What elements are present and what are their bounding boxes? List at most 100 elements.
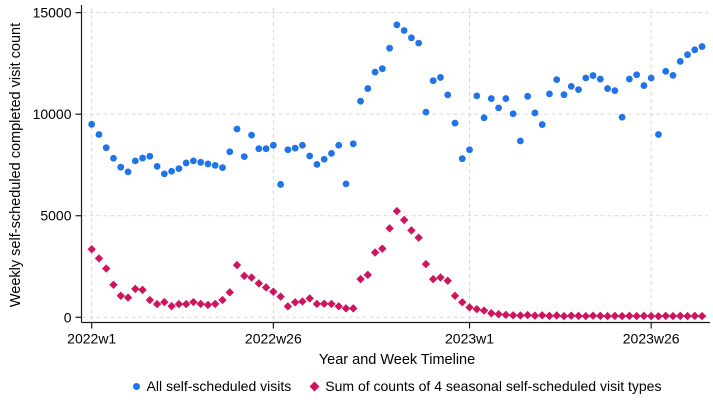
data-point <box>581 311 590 321</box>
data-point <box>269 141 277 149</box>
data-point <box>248 131 255 139</box>
data-point <box>654 312 663 321</box>
data-point <box>378 65 386 73</box>
data-point <box>139 154 146 162</box>
series-seasonal <box>87 206 707 321</box>
data-point <box>87 245 96 254</box>
data-point <box>567 82 575 90</box>
data-point <box>523 310 532 320</box>
data-point <box>306 152 314 160</box>
data-point <box>385 224 394 233</box>
y-tick-label: 15000 <box>33 5 72 21</box>
data-point <box>588 311 598 320</box>
data-point <box>313 160 321 168</box>
data-point <box>88 120 96 128</box>
data-point <box>450 291 460 300</box>
data-point <box>204 160 212 168</box>
data-point <box>617 311 627 321</box>
data-point <box>283 302 293 311</box>
data-point <box>472 304 481 314</box>
data-point <box>262 145 270 153</box>
x-tick-label: 2022w1 <box>67 331 116 347</box>
data-point <box>444 91 452 99</box>
data-point <box>603 311 612 321</box>
data-point <box>494 310 503 319</box>
data-point <box>320 299 329 308</box>
data-point <box>109 280 118 290</box>
tick-labels: 0 5000 10000 15000 2022w1 2022w26 2023w1 2023w2… <box>33 5 680 347</box>
data-point <box>473 92 481 100</box>
data-point <box>153 162 161 170</box>
data-point <box>160 170 168 178</box>
data-point <box>123 293 133 302</box>
data-point <box>298 297 307 306</box>
data-point <box>276 292 285 301</box>
data-point <box>131 157 139 165</box>
data-point <box>697 311 707 321</box>
data-point <box>575 86 582 94</box>
data-point <box>531 109 539 117</box>
data-point <box>466 146 473 154</box>
data-point <box>349 304 358 313</box>
data-point <box>421 259 431 269</box>
data-point <box>110 154 117 162</box>
data-point <box>429 274 438 284</box>
data-point <box>436 273 445 282</box>
legend: All self-scheduled visits Sum of counts … <box>85 378 709 394</box>
data-point <box>567 311 576 320</box>
data-point <box>451 119 459 127</box>
data-point <box>284 146 292 154</box>
y-tick-label: 0 <box>64 309 72 325</box>
data-point <box>502 95 510 102</box>
data-point <box>226 148 234 156</box>
data-point <box>181 299 191 309</box>
data-point <box>633 71 641 79</box>
data-point <box>516 137 524 145</box>
data-point <box>604 85 611 92</box>
legend-label-all-visits: All self-scheduled visits <box>146 378 292 394</box>
data-point <box>386 44 394 52</box>
data-point <box>219 164 226 172</box>
data-point <box>661 311 670 321</box>
x-tick-label: 2022w26 <box>245 331 302 347</box>
data-point <box>537 311 547 320</box>
data-point <box>291 144 299 152</box>
data-point <box>545 311 554 321</box>
data-point <box>168 167 176 175</box>
data-point <box>509 110 517 118</box>
data-point <box>553 76 561 84</box>
x-axis-title: Year and Week Timeline <box>318 352 476 368</box>
data-point <box>364 85 372 92</box>
data-point <box>538 121 546 128</box>
data-point <box>414 233 423 242</box>
data-point <box>662 67 670 75</box>
data-point <box>320 155 328 163</box>
data-point <box>400 27 408 34</box>
data-point <box>102 144 110 152</box>
data-point <box>582 74 590 82</box>
data-point <box>480 114 488 122</box>
data-point <box>415 39 423 47</box>
legend-label-seasonal: Sum of counts of 4 seasonal self-schedul… <box>325 378 662 394</box>
data-point <box>356 274 365 284</box>
data-point <box>676 311 685 321</box>
gridlines <box>82 8 708 322</box>
data-point <box>574 311 583 321</box>
data-point <box>189 297 198 307</box>
data-point <box>610 311 620 321</box>
data-point <box>117 163 125 171</box>
circle-marker-icon <box>132 382 140 390</box>
data-point <box>182 159 190 167</box>
data-point <box>203 300 213 310</box>
data-point <box>487 95 495 102</box>
data-point <box>131 284 140 294</box>
data-point <box>408 34 415 42</box>
data-point <box>327 299 336 309</box>
data-point <box>690 311 699 321</box>
data-point <box>312 299 322 309</box>
data-point <box>254 279 264 288</box>
data-point <box>640 82 648 89</box>
data-point <box>429 77 437 85</box>
y-axis-title: Weekly self-scheduled completed visit co… <box>8 22 24 308</box>
